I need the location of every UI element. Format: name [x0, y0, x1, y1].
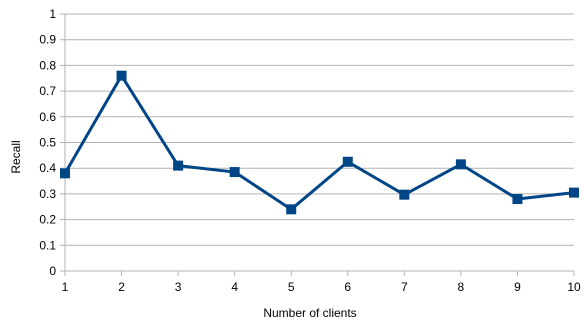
data-point-marker — [569, 187, 579, 198]
x-axis-title: Number of clients — [263, 306, 356, 320]
y-tick-label: 0.5 — [39, 136, 56, 150]
y-axis-tick-labels: 0 0.1 0.2 0.3 0.4 0.5 0.6 0.7 0.8 0.9 1 — [39, 7, 56, 278]
x-tick-label: 4 — [231, 280, 238, 294]
y-tick-label: 0.3 — [39, 187, 56, 201]
data-point-marker — [60, 168, 70, 179]
x-tick-label: 6 — [344, 280, 351, 294]
y-tick-label: 0 — [49, 264, 56, 278]
data-point-marker — [399, 189, 410, 200]
y-tick-label: 0.4 — [39, 161, 56, 175]
x-tick-label: 10 — [567, 280, 581, 294]
x-tick-label: 5 — [288, 280, 295, 294]
y-tick-label: 0.2 — [39, 213, 56, 227]
data-point-marker — [512, 194, 523, 205]
y-tick-label: 0.9 — [39, 33, 56, 47]
data-point-marker — [455, 159, 466, 170]
x-tick-label: 8 — [458, 280, 465, 294]
data-point-marker — [342, 156, 353, 167]
y-tick-label: 0.7 — [39, 84, 56, 98]
y-tick-label: 0.8 — [39, 58, 56, 72]
x-tick-label: 3 — [175, 280, 182, 294]
x-tick-label: 7 — [401, 280, 408, 294]
series-line — [63, 74, 575, 211]
x-axis-tick-labels: 1 2 3 4 5 6 7 8 9 10 — [62, 280, 581, 294]
x-tick-label: 1 — [62, 280, 69, 294]
y-axis-title: Recall — [9, 140, 23, 173]
x-tick-label: 9 — [514, 280, 521, 294]
y-tick-label: 0.6 — [39, 110, 56, 124]
data-point-marker — [173, 160, 184, 171]
grid-lines — [60, 13, 575, 276]
series-recall — [60, 70, 579, 215]
y-tick-label: 0.1 — [39, 238, 56, 252]
data-point-marker — [229, 167, 240, 178]
y-tick-label: 1 — [49, 7, 56, 21]
data-point-marker — [286, 204, 297, 215]
x-tick-label: 2 — [118, 280, 125, 294]
data-point-marker — [116, 70, 127, 81]
